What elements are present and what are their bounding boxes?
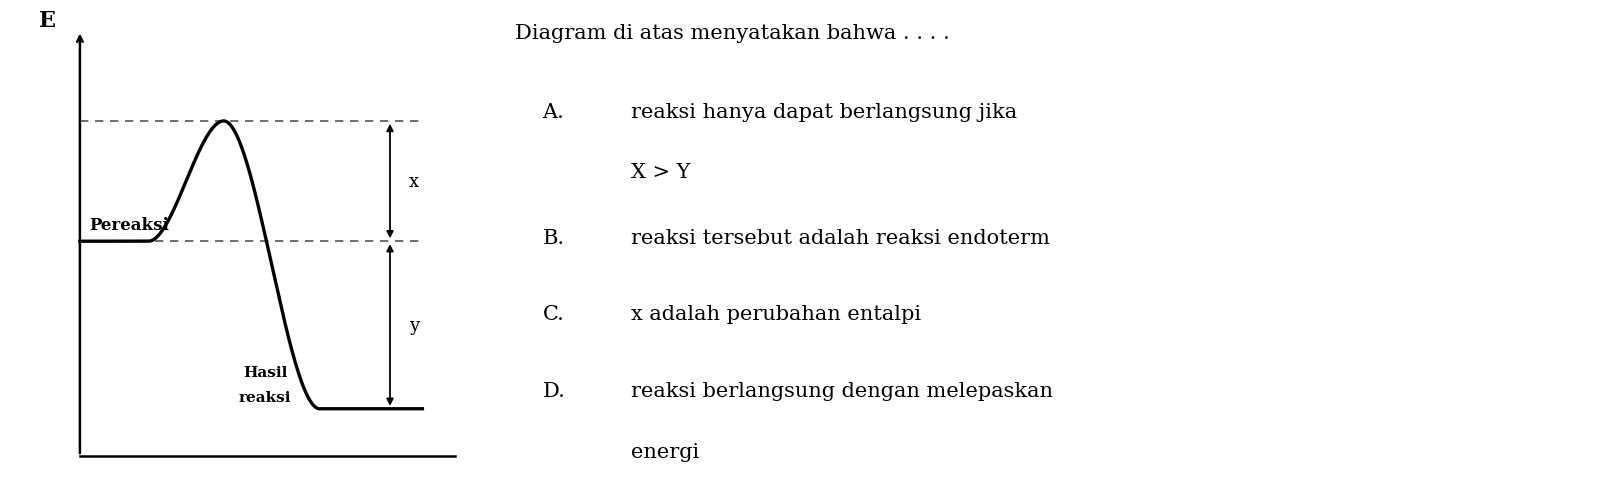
Text: C.: C. — [542, 305, 563, 324]
Text: E: E — [39, 10, 55, 31]
Text: Pereaksi: Pereaksi — [89, 216, 169, 233]
Text: D.: D. — [542, 381, 565, 400]
Text: Diagram di atas menyatakan bahwa . . . .: Diagram di atas menyatakan bahwa . . . . — [514, 24, 949, 43]
Text: A.: A. — [542, 103, 563, 121]
Text: reaksi hanya dapat berlangsung jika: reaksi hanya dapat berlangsung jika — [631, 103, 1018, 121]
Text: Hasil: Hasil — [243, 365, 287, 379]
Text: x adalah perubahan entalpi: x adalah perubahan entalpi — [631, 305, 920, 324]
Text: reaksi: reaksi — [239, 391, 291, 405]
Text: x: x — [409, 173, 419, 191]
Text: reaksi berlangsung dengan melepaskan: reaksi berlangsung dengan melepaskan — [631, 381, 1053, 400]
Text: reaksi tersebut adalah reaksi endoterm: reaksi tersebut adalah reaksi endoterm — [631, 228, 1050, 247]
Text: energi: energi — [631, 442, 700, 461]
Text: B.: B. — [542, 228, 565, 247]
Text: y: y — [409, 317, 419, 334]
Text: X > Y: X > Y — [631, 163, 690, 182]
